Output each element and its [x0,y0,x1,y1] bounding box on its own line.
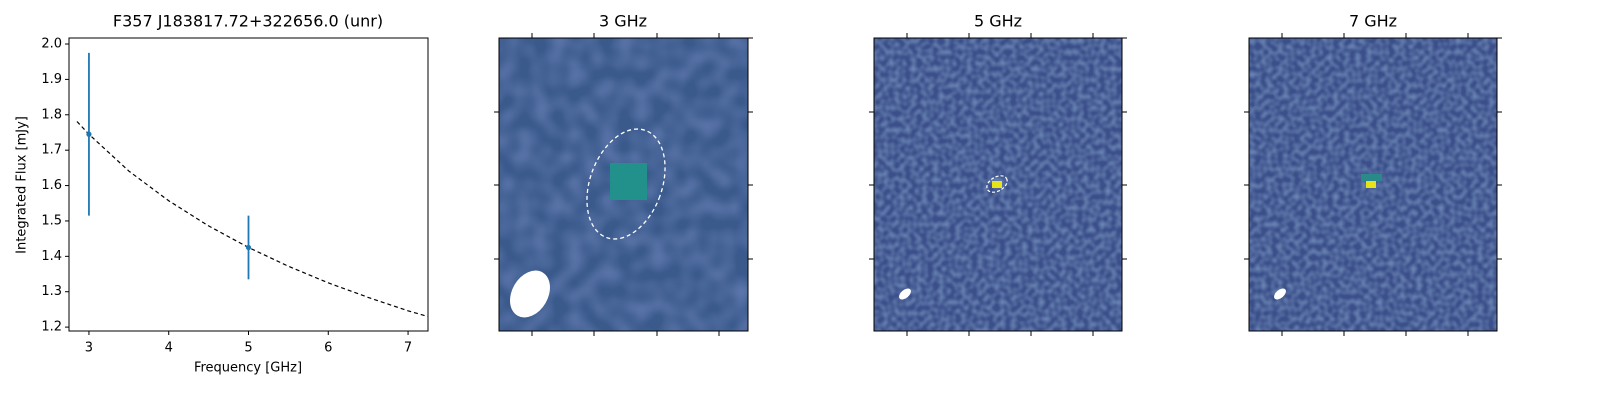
chart-title: F357 J183817.72+322656.0 (unr) [113,12,383,31]
image-panel: 5 GHz [869,12,1127,336]
x-axis-label: Frequency [GHz] [194,361,302,376]
source-halo [1361,174,1382,181]
data-point [245,244,252,251]
model-curve [76,121,429,318]
y-axis-label: Integrated Flux [mJy] [15,116,30,254]
image-panel: 7 GHz [1244,12,1502,336]
image-panel: 3 GHz [494,12,753,336]
y-tick-label: 1.8 [41,107,62,122]
x-tick-label: 6 [324,341,332,356]
source-ellipse [586,128,666,240]
y-tick-label: 1.2 [41,320,62,335]
plot-area: 3 4 5 6 7 1.2 1.3 1.4 1.5 1.6 1.7 1.8 1.9 2.0 [41,37,429,356]
y-tick-label: 1.3 [41,284,62,299]
x-tick-label: 4 [165,341,173,356]
x-tick-label: 5 [244,341,252,356]
y-tick-label: 1.9 [41,72,62,87]
x-tick-label: 7 [404,341,412,356]
data-point [86,131,92,137]
tick-marks [494,33,753,336]
y-tick-label: 1.4 [41,249,62,264]
panel-title: 7 GHz [1349,12,1397,31]
source-ellipse [986,175,1008,193]
beam [899,288,911,300]
tick-marks [1244,33,1502,336]
x-tick-label: 3 [85,341,93,356]
y-tick-label: 1.6 [41,178,62,193]
y-tick-label: 2.0 [41,37,62,52]
panel-title: 5 GHz [974,12,1022,31]
panel-title: 3 GHz [599,12,647,31]
source-pixel [992,181,1002,188]
beam [510,270,550,318]
y-tick-label: 1.7 [41,143,62,158]
source-pixel [1366,181,1376,188]
beam [1274,288,1286,300]
y-tick-label: 1.5 [41,213,62,228]
source-pixel [610,163,647,200]
plot-frame [68,37,429,332]
tick-marks [869,33,1127,336]
